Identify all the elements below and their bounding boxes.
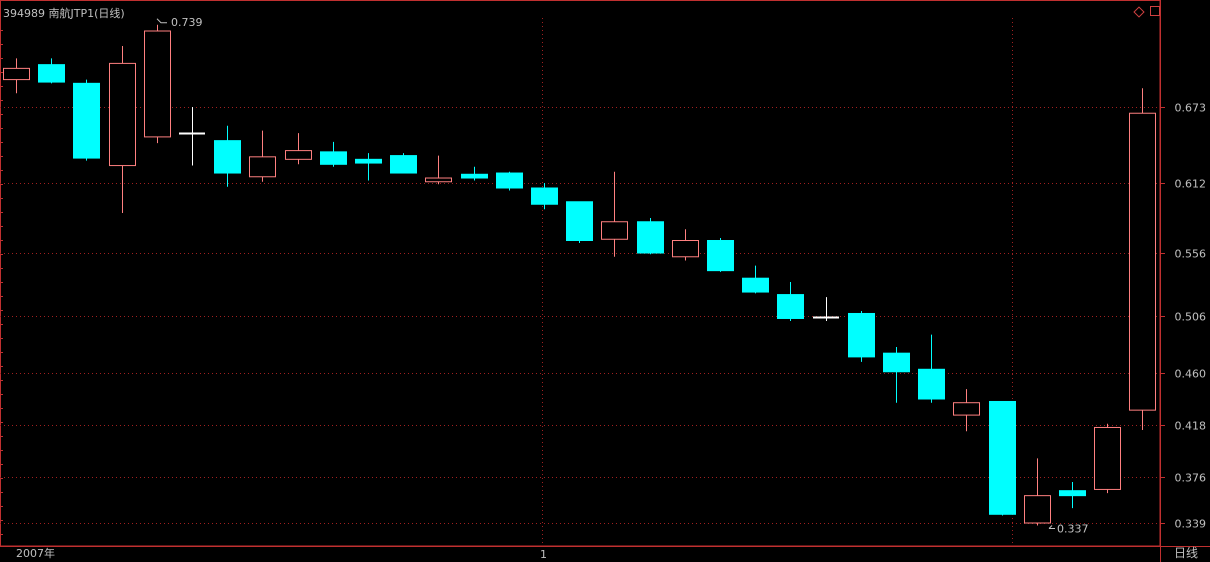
y-tick-label: 0.612 bbox=[1175, 178, 1207, 191]
candle-body bbox=[285, 150, 312, 160]
y-tick-label: 0.339 bbox=[1175, 518, 1207, 531]
x-axis-year-label: 2007年 bbox=[16, 547, 55, 560]
candle-body bbox=[531, 187, 558, 205]
candle-body bbox=[918, 368, 945, 400]
y-tick-label: 0.460 bbox=[1175, 368, 1207, 381]
candle-body bbox=[953, 402, 980, 416]
candle-body bbox=[496, 172, 523, 189]
x-axis-month-label: 1 bbox=[540, 548, 547, 561]
window-controls[interactable] bbox=[1131, 6, 1160, 18]
candle-body bbox=[214, 140, 241, 174]
y-tick-label: 0.673 bbox=[1175, 102, 1207, 115]
candle-body bbox=[38, 64, 65, 83]
y-tick-label: 0.418 bbox=[1175, 420, 1207, 433]
chart-title: 394989 南航JTP1(日线) bbox=[3, 7, 125, 20]
candle-body bbox=[1059, 490, 1086, 497]
candle-body bbox=[777, 294, 804, 319]
candle-body bbox=[566, 201, 593, 241]
y-tick-label: 0.376 bbox=[1175, 472, 1207, 485]
candle-body bbox=[144, 30, 171, 138]
diamond-icon[interactable] bbox=[1132, 6, 1145, 18]
candle-body bbox=[707, 240, 734, 272]
candle-body bbox=[637, 221, 664, 254]
candle-body bbox=[3, 67, 30, 81]
restore-icon[interactable] bbox=[1150, 6, 1160, 16]
y-tick-label: 0.556 bbox=[1175, 248, 1207, 261]
candle-body bbox=[1094, 426, 1121, 490]
candle-body bbox=[320, 151, 347, 165]
candle-body bbox=[1129, 112, 1156, 411]
high-marker-arrow bbox=[156, 18, 167, 24]
y-tick-label: 0.506 bbox=[1175, 311, 1207, 324]
candle-body bbox=[989, 400, 1016, 515]
plot-frame bbox=[0, 0, 1161, 547]
candle-body bbox=[672, 240, 699, 258]
candle-body bbox=[73, 82, 100, 159]
candle-body bbox=[1024, 495, 1051, 524]
candle-body bbox=[425, 177, 452, 183]
low-marker-arrow bbox=[1048, 525, 1055, 529]
low-label: 0.337 bbox=[1057, 522, 1089, 535]
candle-body bbox=[601, 221, 628, 240]
period-label[interactable]: 日线 bbox=[1173, 546, 1198, 560]
candle-body bbox=[355, 158, 382, 164]
candle-body bbox=[883, 352, 910, 373]
candle-body bbox=[461, 173, 488, 179]
candle-body bbox=[742, 277, 769, 293]
high-label: 0.739 bbox=[171, 16, 203, 29]
candle-body bbox=[390, 155, 417, 174]
candle-body bbox=[109, 62, 136, 167]
candle-body bbox=[848, 312, 875, 358]
candle-body bbox=[249, 156, 276, 178]
